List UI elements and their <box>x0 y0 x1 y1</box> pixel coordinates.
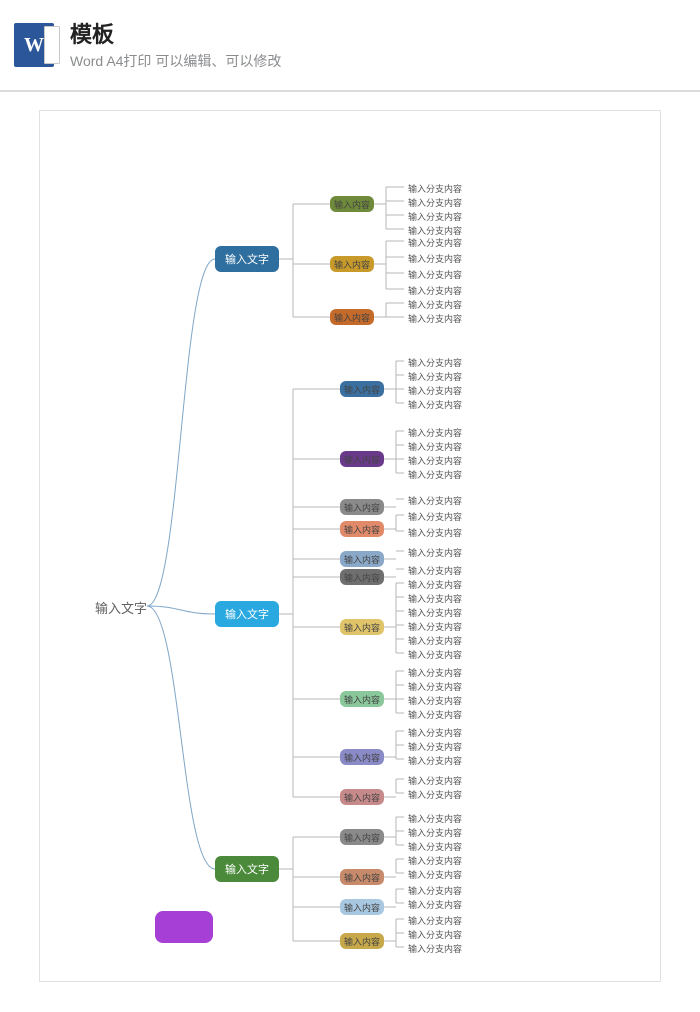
sub-node: 输入内容 <box>340 521 384 537</box>
leaf-label: 输入分支内容 <box>408 942 462 955</box>
branch-node: 输入文字 <box>215 856 279 882</box>
leaf-label: 输入分支内容 <box>408 398 462 411</box>
leaf-label: 输入分支内容 <box>408 312 462 325</box>
leaf-label: 输入分支内容 <box>408 884 462 897</box>
leaf-label: 输入分支内容 <box>408 564 462 577</box>
leaf-label: 输入分支内容 <box>408 196 462 209</box>
leaf-label: 输入分支内容 <box>408 384 462 397</box>
leaf-label: 输入分支内容 <box>408 648 462 661</box>
sub-node: 输入内容 <box>340 569 384 585</box>
leaf-label: 输入分支内容 <box>408 454 462 467</box>
leaf-label: 输入分支内容 <box>408 812 462 825</box>
leaf-label: 输入分支内容 <box>408 788 462 801</box>
leaf-label: 输入分支内容 <box>408 510 462 523</box>
leaf-label: 输入分支内容 <box>408 592 462 605</box>
header: W 模板 Word A4打印 可以编辑、可以修改 <box>0 0 700 92</box>
sub-node: 输入内容 <box>340 749 384 765</box>
word-icon: W <box>14 23 54 67</box>
leaf-label: 输入分支内容 <box>408 620 462 633</box>
leaf-label: 输入分支内容 <box>408 868 462 881</box>
purple-block <box>155 911 213 943</box>
leaf-label: 输入分支内容 <box>408 298 462 311</box>
leaf-label: 输入分支内容 <box>408 666 462 679</box>
sub-node: 输入内容 <box>330 309 374 325</box>
sub-node: 输入内容 <box>340 789 384 805</box>
leaf-label: 输入分支内容 <box>408 252 462 265</box>
connectors <box>40 111 660 981</box>
leaf-label: 输入分支内容 <box>408 826 462 839</box>
leaf-label: 输入分支内容 <box>408 236 462 249</box>
leaf-label: 输入分支内容 <box>408 426 462 439</box>
sub-node: 输入内容 <box>340 619 384 635</box>
leaf-label: 输入分支内容 <box>408 726 462 739</box>
leaf-label: 输入分支内容 <box>408 840 462 853</box>
branch-node: 输入文字 <box>215 246 279 272</box>
sub-node: 输入内容 <box>340 829 384 845</box>
leaf-label: 输入分支内容 <box>408 898 462 911</box>
leaf-label: 输入分支内容 <box>408 606 462 619</box>
sub-node: 输入内容 <box>330 256 374 272</box>
sub-node: 输入内容 <box>340 869 384 885</box>
leaf-label: 输入分支内容 <box>408 928 462 941</box>
sub-node: 输入内容 <box>340 933 384 949</box>
sub-node: 输入内容 <box>340 451 384 467</box>
leaf-label: 输入分支内容 <box>408 468 462 481</box>
leaf-label: 输入分支内容 <box>408 740 462 753</box>
leaf-label: 输入分支内容 <box>408 210 462 223</box>
sub-node: 输入内容 <box>340 551 384 567</box>
leaf-label: 输入分支内容 <box>408 578 462 591</box>
sub-node: 输入内容 <box>340 381 384 397</box>
root-label: 输入文字 <box>95 598 147 617</box>
header-text: 模板 Word A4打印 可以编辑、可以修改 <box>70 18 281 72</box>
leaf-label: 输入分支内容 <box>408 546 462 559</box>
leaf-label: 输入分支内容 <box>408 680 462 693</box>
leaf-label: 输入分支内容 <box>408 854 462 867</box>
leaf-label: 输入分支内容 <box>408 694 462 707</box>
leaf-label: 输入分支内容 <box>408 356 462 369</box>
mindmap-canvas: 输入文字输入文字输入文字输入文字输入内容输入分支内容输入分支内容输入分支内容输入… <box>39 110 661 982</box>
leaf-label: 输入分支内容 <box>408 370 462 383</box>
leaf-label: 输入分支内容 <box>408 754 462 767</box>
header-subtitle: Word A4打印 可以编辑、可以修改 <box>70 51 281 72</box>
sub-node: 输入内容 <box>340 499 384 515</box>
leaf-label: 输入分支内容 <box>408 494 462 507</box>
header-title: 模板 <box>70 18 281 51</box>
leaf-label: 输入分支内容 <box>408 708 462 721</box>
sub-node: 输入内容 <box>340 899 384 915</box>
leaf-label: 输入分支内容 <box>408 182 462 195</box>
leaf-label: 输入分支内容 <box>408 634 462 647</box>
leaf-label: 输入分支内容 <box>408 268 462 281</box>
leaf-label: 输入分支内容 <box>408 774 462 787</box>
word-icon-letter: W <box>24 34 44 57</box>
branch-node: 输入文字 <box>215 601 279 627</box>
sub-node: 输入内容 <box>340 691 384 707</box>
leaf-label: 输入分支内容 <box>408 526 462 539</box>
sub-node: 输入内容 <box>330 196 374 212</box>
leaf-label: 输入分支内容 <box>408 284 462 297</box>
leaf-label: 输入分支内容 <box>408 440 462 453</box>
leaf-label: 输入分支内容 <box>408 914 462 927</box>
